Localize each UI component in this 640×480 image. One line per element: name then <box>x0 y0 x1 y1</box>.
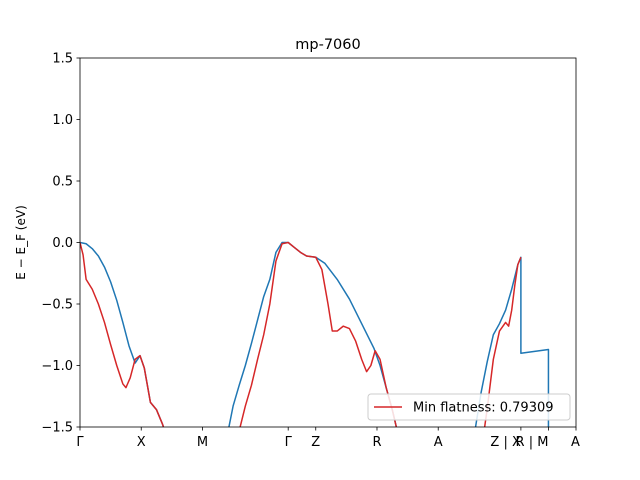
series-line <box>239 241 398 427</box>
y-tick-label: 0.5 <box>52 175 73 190</box>
x-tick-label: Z | X <box>490 435 521 450</box>
x-tick-label: R <box>372 435 381 450</box>
x-tick-label: A <box>434 435 443 450</box>
y-tick-label: −0.5 <box>41 298 73 313</box>
y-tick-label: 1.0 <box>52 113 73 128</box>
legend-label: Min flatness: 0.79309 <box>413 401 554 416</box>
y-axis-label: E − E_F (eV) <box>14 205 28 280</box>
y-ticks: −1.5 −1.0 −0.5 0.0 0.5 1.0 1.5 <box>41 52 80 436</box>
legend: Min flatness: 0.79309 <box>367 393 571 421</box>
x-tick-label: R | M <box>516 435 549 450</box>
x-tick-label: A <box>571 435 580 450</box>
x-tick-label: Z <box>311 435 320 450</box>
x-tick-label: Γ <box>285 435 293 450</box>
chart-title: mp-7060 <box>295 37 360 53</box>
x-tick-label: X <box>137 435 146 450</box>
series-line <box>483 256 522 427</box>
series-layer <box>80 241 550 427</box>
band-series-red <box>80 241 522 427</box>
y-tick-label: −1.0 <box>41 359 73 374</box>
series-line <box>80 242 165 427</box>
y-tick-label: −1.5 <box>41 421 73 436</box>
x-ticks: Γ X M Γ Z R A Z | XR | M A <box>76 427 580 450</box>
x-tick-label: Γ <box>76 435 84 450</box>
x-tick-label: M <box>197 435 208 450</box>
legend-box <box>367 393 571 421</box>
y-tick-label: 1.5 <box>52 52 73 67</box>
series-line <box>474 256 550 427</box>
y-tick-label: 0.0 <box>52 236 73 251</box>
